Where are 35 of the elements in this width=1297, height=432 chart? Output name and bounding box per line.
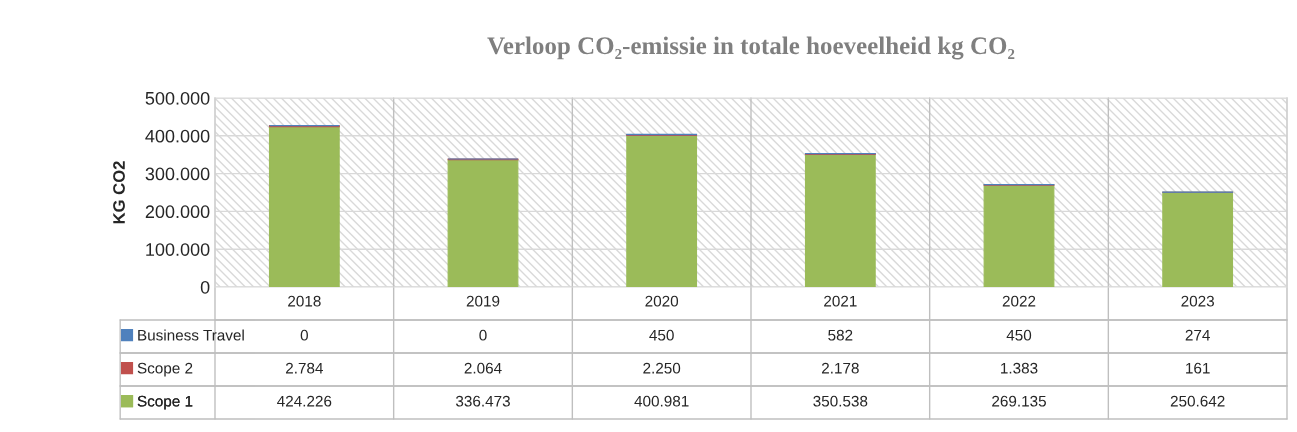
y-tick-label: 300.000	[145, 167, 210, 181]
data-label: 450	[1006, 329, 1032, 341]
data-label: 0	[300, 329, 308, 341]
legend-label: Scope 2	[137, 362, 193, 377]
legend-label: Scope 1	[137, 395, 193, 410]
data-label: 336.473	[455, 395, 510, 407]
legend-label: Business Travel	[138, 329, 244, 341]
data-label: 582	[828, 329, 853, 341]
y-tick-label: 400.000	[145, 129, 210, 143]
y-tick-label: 200.000	[145, 205, 210, 219]
x-tick-label: 2018	[288, 295, 321, 307]
x-tick-label: 2020	[645, 295, 679, 307]
data-label: 269.135	[992, 395, 1046, 407]
x-tick-label: 2022	[1002, 295, 1036, 307]
chart-title: Verloop CO₂-emissie in totale hoeveelheid kg CO₂	[487, 36, 1015, 60]
data-label: 400.981	[634, 395, 689, 407]
data-label: 424.226	[277, 395, 332, 407]
data-label: 2.784	[285, 362, 323, 374]
y-tick-label: 100.000	[146, 243, 210, 256]
data-label: 1.383	[1001, 362, 1038, 374]
data-label: 0	[479, 329, 487, 341]
data-label: 2.178	[821, 362, 859, 374]
data-label: 250.642	[1170, 395, 1225, 407]
data-label: 2.250	[643, 362, 681, 374]
data-label: 2.064	[464, 362, 502, 374]
y-tick-label: 500.000	[145, 91, 210, 105]
x-tick-label: 2023	[1181, 295, 1214, 307]
y-axis-title: KG CO2	[113, 161, 125, 224]
data-label: 161	[1186, 362, 1210, 374]
y-tick-label: 0	[200, 280, 210, 294]
x-tick-label: 2021	[824, 295, 857, 307]
data-label: 350.538	[813, 395, 868, 407]
x-tick-label: 2019	[466, 295, 500, 307]
data-label: 274	[1185, 329, 1210, 341]
data-label: 450	[649, 329, 674, 341]
